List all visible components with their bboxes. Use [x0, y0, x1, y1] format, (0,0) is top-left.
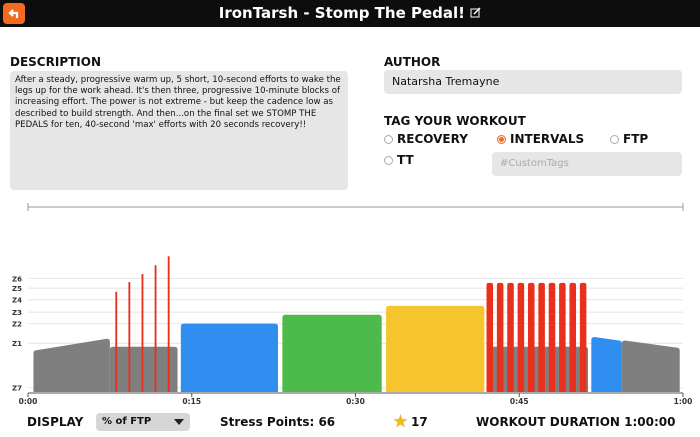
workout-segment	[527, 282, 535, 392]
author-input[interactable]: Natarsha Tremayne	[384, 70, 682, 94]
zone-label: Z1	[12, 340, 22, 348]
back-button[interactable]	[3, 3, 25, 24]
tag-option[interactable]: INTERVALS	[497, 132, 584, 146]
x-tick-label: 1:00	[674, 397, 693, 405]
workout-segment	[141, 273, 144, 392]
workout-segment	[282, 314, 382, 392]
workout-segment	[507, 282, 514, 392]
zone-label: Z2	[12, 321, 22, 329]
back-icon	[8, 9, 19, 18]
stress-points: Stress Points: 66	[220, 415, 336, 429]
zone-label: Z4	[12, 297, 22, 305]
tag-label: RECOVERY	[397, 132, 468, 146]
zone-label: Z3	[12, 309, 22, 317]
workout-segment	[486, 282, 494, 392]
description-text[interactable]: After a steady, progressive warm up, 5 s…	[10, 71, 348, 190]
tags-heading: TAG YOUR WORKOUT	[384, 114, 526, 128]
radio-button[interactable]	[384, 155, 393, 165]
tag-label: INTERVALS	[510, 132, 585, 146]
x-tick-label: 0:30	[346, 397, 365, 405]
title-text: IronTarsh - Stomp The Pedal!	[218, 4, 465, 22]
workout-segment	[517, 282, 525, 392]
workout-segment	[569, 282, 577, 392]
workout-segment	[128, 281, 131, 392]
workout-duration: WORKOUT DURATION 1:00:00	[476, 415, 676, 429]
x-tick-label: 0:00	[19, 397, 38, 405]
workout-segment	[591, 336, 622, 392]
workout-segment	[548, 282, 556, 392]
workout-segment	[167, 256, 170, 392]
display-dropdown[interactable]: % of FTP	[96, 413, 190, 431]
description-heading: DESCRIPTION	[10, 55, 102, 69]
radio-button[interactable]	[384, 134, 393, 144]
dropdown-text: % of FTP	[102, 416, 152, 427]
zone-label: Z5	[12, 285, 22, 293]
tag-label: FTP	[623, 132, 649, 146]
x-tick-label: 0:15	[182, 397, 201, 405]
workout-segment	[154, 265, 157, 392]
workout-title: IronTarsh - Stomp The Pedal!	[0, 0, 700, 27]
workout-segment	[621, 340, 680, 392]
workout-segment	[33, 338, 110, 392]
dropdown-arrow	[174, 419, 184, 425]
workout-segment	[538, 282, 545, 392]
custom-tags-input[interactable]: #CustomTags	[492, 152, 682, 176]
workout-chart: Z7 Z1 Z2 Z3 Z4 Z5 Z6 0:00 0:15 0:30 0:45 1:00	[12, 203, 693, 405]
workout-segment	[109, 346, 178, 392]
footer: DISPLAY % of FTP Stress Points: 66 17 WO…	[0, 405, 700, 437]
workout-segment	[559, 282, 566, 392]
x-tick-label: 0:45	[510, 397, 529, 405]
star-count: 17	[411, 415, 428, 429]
author-heading: AUTHOR	[384, 55, 441, 69]
zone-label: Z7	[12, 385, 22, 393]
display-label: DISPLAY	[27, 415, 84, 429]
workout-segment	[115, 291, 118, 392]
tag-label: TT	[397, 153, 414, 167]
workout-segment	[579, 282, 587, 392]
top-bar	[0, 0, 700, 27]
workout-segment	[386, 305, 485, 392]
radio-button[interactable]	[497, 134, 506, 144]
star-icon	[393, 414, 408, 428]
edit-icon[interactable]	[470, 7, 481, 18]
workout-segment	[496, 282, 504, 392]
radio-button[interactable]	[610, 134, 619, 144]
zone-label: Z6	[12, 275, 22, 283]
tag-option[interactable]: RECOVERY	[384, 132, 468, 146]
workout-segment	[180, 323, 278, 392]
tag-option[interactable]: FTP	[610, 132, 648, 146]
tag-option[interactable]: TT	[384, 153, 414, 167]
